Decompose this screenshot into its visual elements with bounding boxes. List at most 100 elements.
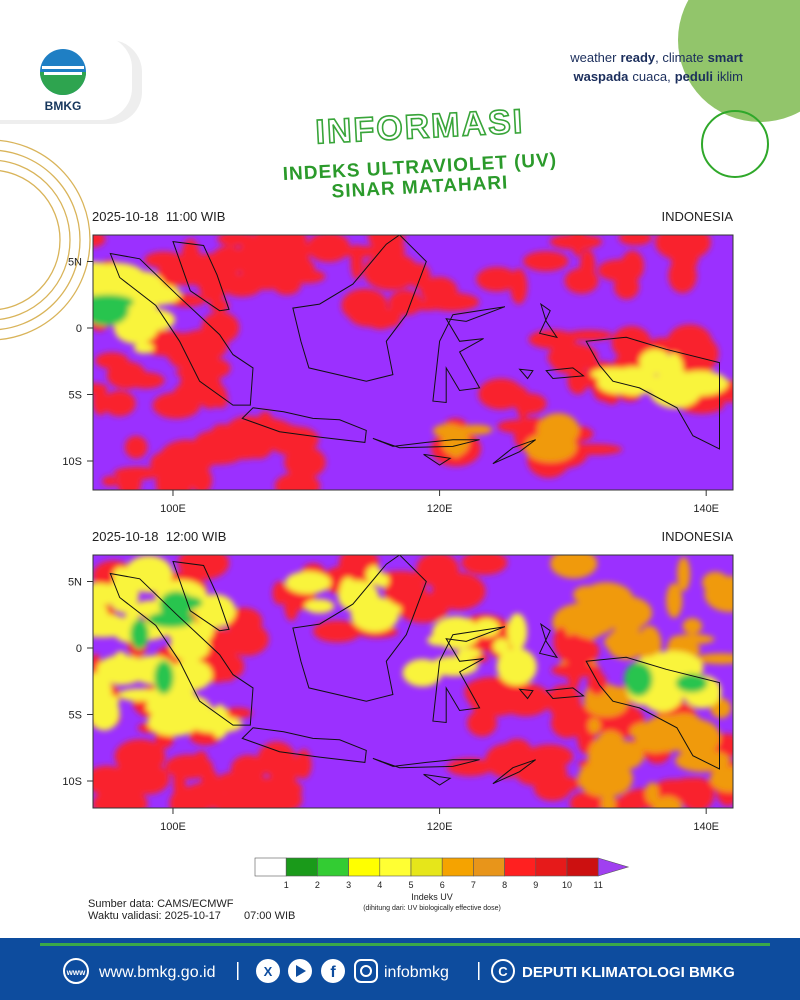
uv-blob <box>507 651 520 676</box>
island <box>292 235 427 382</box>
y-tick-label: 5S <box>69 710 82 722</box>
tagline-part: ready <box>620 50 655 65</box>
uv-blob <box>130 619 149 650</box>
uv-blob <box>573 585 599 604</box>
island <box>432 306 506 404</box>
uv-blob <box>666 583 683 618</box>
island <box>492 439 536 465</box>
uv-blob <box>133 342 154 354</box>
uv-blob <box>93 672 112 711</box>
uv-blob <box>637 625 662 664</box>
uv-blob <box>474 618 500 638</box>
uv-blob <box>210 704 229 739</box>
uv-blob <box>569 791 603 808</box>
uv-blob <box>366 565 382 585</box>
color-box <box>473 857 505 877</box>
uv-blob <box>101 767 146 805</box>
tagline: waspada cuaca, peduli iklim <box>572 69 743 84</box>
social-handle[interactable]: infobmkg <box>384 964 449 981</box>
website[interactable]: www.bmkg.go.id <box>98 964 216 981</box>
uv-blob <box>577 759 633 798</box>
uv-blob <box>689 330 712 356</box>
island <box>538 622 559 659</box>
uv-blob <box>336 245 388 258</box>
uv-blob <box>180 366 198 404</box>
y-tick-label: 5N <box>68 577 82 589</box>
uv-blob <box>675 673 708 693</box>
uv-blob <box>547 684 581 719</box>
uv-blob <box>169 631 210 662</box>
x-tick-label: 140E <box>693 821 719 833</box>
social-icons[interactable]: X f <box>256 959 378 983</box>
colorbar-tick-label: 7 <box>471 880 476 890</box>
uv-blob <box>137 309 176 331</box>
colorbar-label: Indeks UV <box>411 892 453 902</box>
uv-blob <box>537 413 580 447</box>
uv-blob <box>618 235 652 246</box>
x-tick-label: 120E <box>427 503 453 515</box>
coastlines <box>109 555 720 786</box>
uv-blob <box>212 390 228 409</box>
color-box <box>504 857 537 877</box>
uv-blob <box>670 634 715 645</box>
uv-blob <box>709 766 733 792</box>
colorbar-tick-label: 9 <box>533 880 538 890</box>
uv-blob <box>178 555 230 580</box>
uv-blob <box>124 435 148 459</box>
uv-blob <box>173 765 186 801</box>
island <box>518 688 534 700</box>
island <box>538 302 559 339</box>
svg-text:C: C <box>498 964 508 979</box>
uv-blob <box>93 603 108 619</box>
uv-blob <box>553 626 569 657</box>
uv-blob <box>294 750 312 779</box>
uv-blob <box>432 572 486 610</box>
uv-blob <box>209 298 230 313</box>
uv-blob <box>229 253 273 271</box>
uv-blob <box>155 465 183 490</box>
map-frame <box>92 554 734 809</box>
uv-blob <box>339 577 357 608</box>
uv-blob <box>670 244 699 273</box>
decor-ring <box>701 110 769 178</box>
uv-blob <box>507 613 528 651</box>
uv-blob <box>313 620 362 643</box>
uv-blob <box>363 252 419 291</box>
colorbar: 1 2 3 4 5 6 7 8 9 10 11 Indeks UV (dihitung dari: UV… <box>254 857 630 912</box>
y-tick-label: 5N <box>68 257 82 269</box>
uv-blob <box>563 634 586 664</box>
tagline: weather ready, climate smart <box>569 50 743 65</box>
y-tick-label: 5S <box>69 390 82 402</box>
island <box>432 626 506 724</box>
colorbar-tick-label: 11 <box>594 880 603 890</box>
map-frame <box>92 234 734 491</box>
island <box>423 773 452 786</box>
uv-blob <box>682 618 703 634</box>
island <box>585 336 720 450</box>
divider <box>478 962 480 980</box>
maps: 2025-10-18 11:00 WIB INDONESIA 5N 0 5S 10S 100… <box>62 209 734 833</box>
colorbar-tick-label: 6 <box>440 880 445 890</box>
color-arrow <box>597 857 630 877</box>
uv-blob <box>680 777 715 808</box>
uv-blob <box>695 653 733 665</box>
uv-blob <box>93 623 128 638</box>
uv-blob <box>174 253 218 281</box>
uv-blob <box>523 251 569 272</box>
uv-blob <box>95 352 129 369</box>
uv-blob <box>461 555 508 575</box>
uv-blob <box>432 616 480 650</box>
uv-blob <box>587 717 601 734</box>
uv-blob <box>223 707 253 719</box>
map-region: INDONESIA <box>661 209 733 224</box>
x-tick-label: 100E <box>160 821 186 833</box>
uv-blob <box>93 294 129 326</box>
uv-blob <box>587 671 607 696</box>
uv-blob <box>565 330 613 341</box>
uv-blob <box>579 249 596 282</box>
uv-blob <box>108 575 139 614</box>
island <box>492 759 536 785</box>
island <box>292 555 427 702</box>
uv-blob <box>284 585 299 621</box>
